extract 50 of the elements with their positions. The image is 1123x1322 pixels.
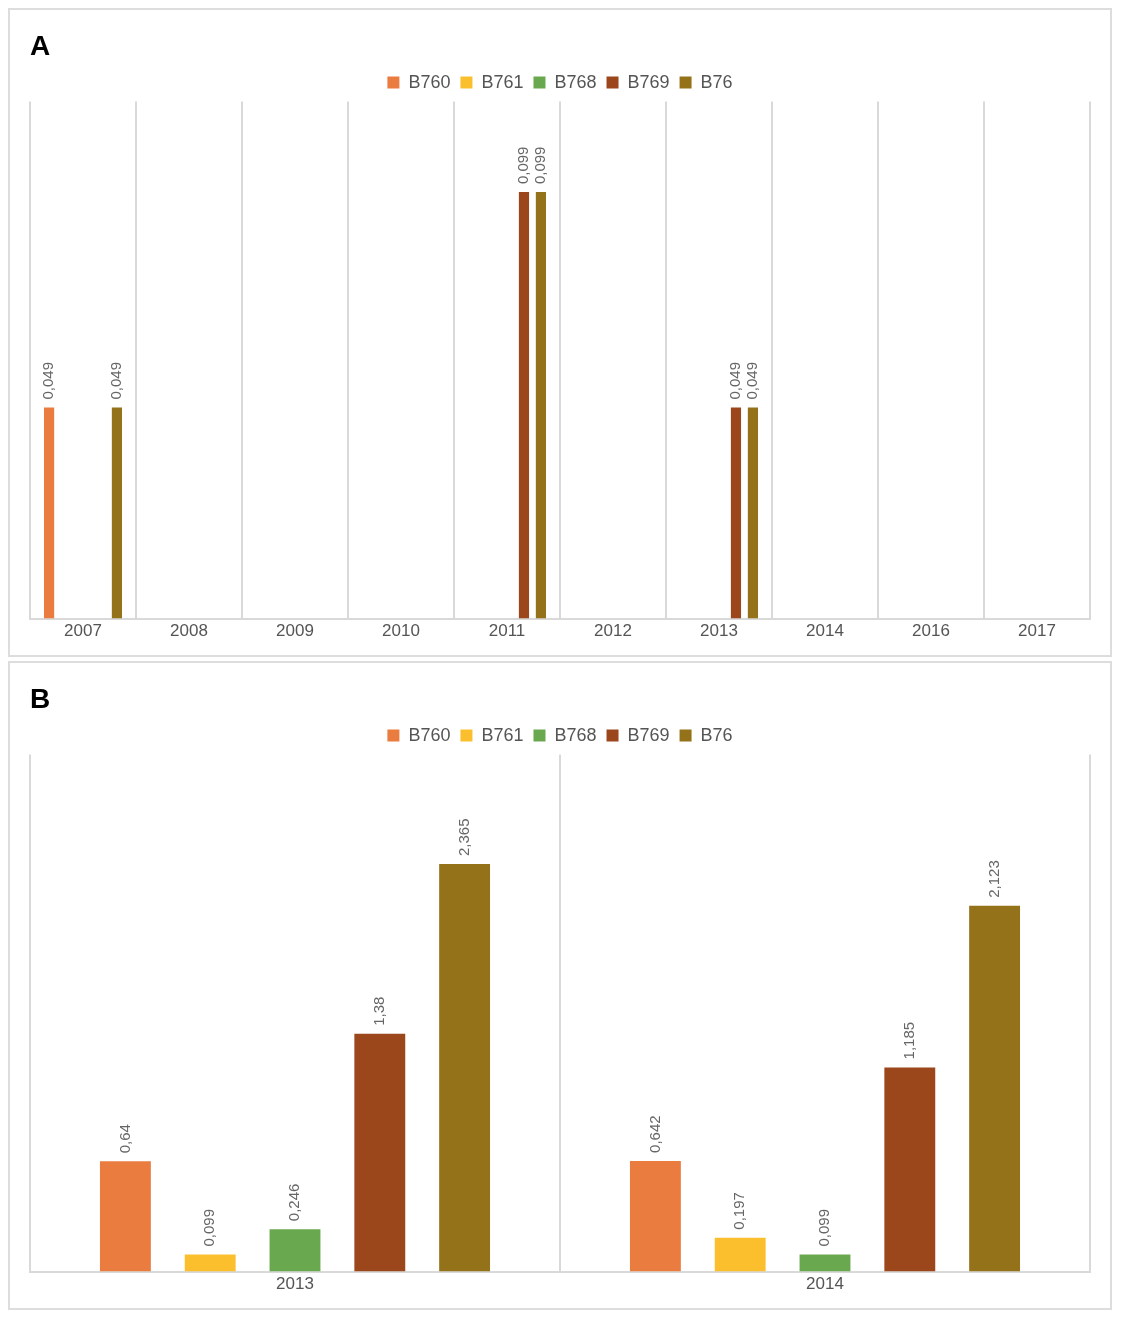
legend-label: B760: [408, 724, 451, 745]
data-label: 1,38: [369, 996, 387, 1026]
data-label: 0,049: [743, 361, 761, 400]
data-label: 0,246: [285, 1183, 303, 1222]
data-label: 0,64: [115, 1124, 133, 1154]
data-label: 0,642: [645, 1115, 663, 1153]
data-label: 0,049: [107, 361, 125, 400]
bar: [969, 905, 1021, 1272]
data-label: 0,049: [39, 361, 57, 400]
data-label: 0,099: [815, 1208, 833, 1247]
x-tick-label: 2012: [594, 621, 632, 641]
legend-label: B76: [700, 71, 733, 92]
bar: [354, 1033, 406, 1272]
x-tick-label: 2009: [276, 621, 314, 641]
x-tick-label: 2013: [700, 621, 738, 641]
bar: [629, 1160, 681, 1272]
x-tick-label: 2014: [806, 1274, 844, 1294]
x-tick-label: 2013: [276, 1274, 314, 1294]
data-label: 0,099: [531, 146, 549, 185]
data-label: 0,099: [200, 1208, 218, 1247]
legend-label: B76: [700, 724, 733, 745]
bar: [184, 1254, 236, 1272]
legend-label: B768: [554, 724, 597, 745]
chart-title: A: [30, 29, 51, 61]
legend-label: B769: [627, 71, 670, 92]
legend-label: B769: [627, 724, 670, 745]
data-label: 0,099: [514, 146, 532, 185]
x-tick-label: 2017: [1018, 621, 1056, 641]
bar: [439, 864, 491, 1272]
bar: [714, 1237, 766, 1272]
legend-label: B761: [481, 71, 524, 92]
x-tick-label: 2014: [806, 621, 844, 641]
data-label: 0,049: [726, 361, 744, 400]
x-tick-label: 2016: [912, 621, 950, 641]
legend-label: B761: [481, 724, 524, 745]
bar: [99, 1161, 151, 1272]
data-label: 1,185: [899, 1021, 917, 1060]
legend-label: B768: [554, 71, 597, 92]
data-label: 2,365: [454, 818, 472, 857]
x-tick-label: 2011: [488, 621, 526, 641]
x-tick-label: 2010: [382, 621, 420, 641]
bar: [799, 1254, 851, 1272]
x-tick-label: 2008: [170, 621, 208, 641]
chart-title: B: [30, 682, 51, 714]
bar: [269, 1229, 321, 1272]
bar: [884, 1067, 936, 1272]
data-label: 2,123: [984, 860, 1002, 898]
x-tick-label: 2007: [64, 621, 102, 641]
data-label: 0,197: [730, 1192, 748, 1230]
legend-label: B760: [408, 71, 451, 92]
